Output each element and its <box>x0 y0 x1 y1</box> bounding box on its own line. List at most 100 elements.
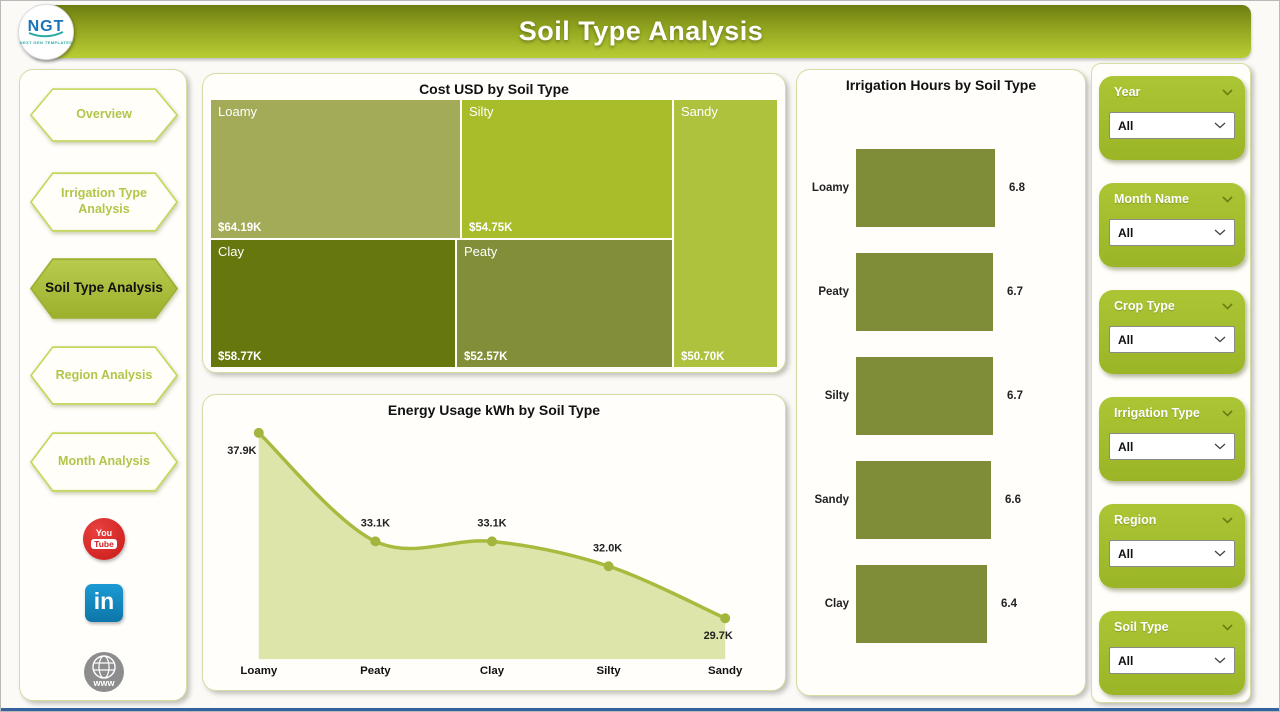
tile-value: $58.77K <box>218 351 262 363</box>
dropdown-value: All <box>1118 439 1134 454</box>
data-point-marker <box>370 536 381 547</box>
filter-label: Crop Type <box>1114 299 1175 313</box>
x-axis-label: Loamy <box>240 665 278 677</box>
tile-label: Silty <box>469 104 494 119</box>
chart-title: Irrigation Hours by Soil Type <box>845 77 1037 93</box>
social-row: in <box>20 584 188 622</box>
dropdown-value: All <box>1118 332 1134 347</box>
hours-category-label: Sandy <box>814 494 849 506</box>
data-point-label: 33.1K <box>477 517 506 529</box>
filter-label: Month Name <box>1114 192 1189 206</box>
social-row: You Tube <box>20 518 188 560</box>
filter-dropdown-month-name[interactable]: All <box>1109 219 1235 246</box>
logo-tagline: NEXT GEN TEMPLATES <box>19 40 73 45</box>
chevron-down-icon <box>1214 550 1226 557</box>
treemap-tile-sandy[interactable]: Sandy $50.70K <box>674 100 777 367</box>
filter-dropdown-soil-type[interactable]: All <box>1109 647 1235 674</box>
tile-label: Clay <box>218 244 245 259</box>
hours-value-label: 6.7 <box>1007 286 1023 298</box>
hours-category-label: Silty <box>824 390 849 402</box>
x-axis-label: Clay <box>480 665 505 677</box>
hours-bar[interactable] <box>856 357 993 435</box>
filter-card-year: Year All <box>1099 76 1245 160</box>
treemap-card: Cost USD by Soil Type Loamy $64.19K Silt… <box>202 73 786 373</box>
dropdown-value: All <box>1118 118 1134 133</box>
filter-label: Year <box>1114 85 1141 99</box>
collapse-chevron-icon[interactable] <box>1222 302 1233 310</box>
svg-text:www: www <box>92 678 115 688</box>
sidebar-item-soil-type-analysis[interactable]: Soil Type Analysis <box>30 258 178 319</box>
filter-card-crop-type: Crop Type All <box>1099 290 1245 374</box>
data-point-marker <box>720 613 731 624</box>
data-point-label: 33.1K <box>361 517 390 529</box>
x-axis-label: Peaty <box>360 665 391 677</box>
tile-value: $50.70K <box>681 351 725 363</box>
filter-dropdown-year[interactable]: All <box>1109 112 1235 139</box>
chevron-down-icon <box>1214 122 1226 129</box>
filter-label: Irrigation Type <box>1114 406 1200 420</box>
chevron-down-icon <box>1214 443 1226 450</box>
x-axis-label: Sandy <box>708 665 743 677</box>
treemap-tile-loamy[interactable]: Loamy $64.19K <box>211 100 460 238</box>
sidebar-item-month-analysis[interactable]: Month Analysis <box>30 432 178 492</box>
hours-row: Peaty 6.7 <box>805 253 1077 331</box>
data-point-label: 37.9K <box>227 445 256 457</box>
energy-chart-card: Energy Usage kWh by Soil Type 37.9K 33.1… <box>202 394 786 691</box>
hexagon-shape <box>30 88 178 142</box>
sidebar-item-region-analysis[interactable]: Region Analysis <box>30 346 178 405</box>
energy-area-chart: 37.9K 33.1K 33.1K 32.0K 29.7K Loamy Peat… <box>227 427 743 677</box>
filter-dropdown-region[interactable]: All <box>1109 540 1235 567</box>
hexagon-shape <box>30 258 178 319</box>
data-point-marker <box>253 427 264 438</box>
hexagon-shape <box>30 346 178 405</box>
hours-bar[interactable] <box>856 253 993 331</box>
hours-bar[interactable] <box>856 149 995 227</box>
hours-bar[interactable] <box>856 565 987 643</box>
collapse-chevron-icon[interactable] <box>1222 195 1233 203</box>
page-title: Soil Type Analysis <box>518 16 764 46</box>
treemap: Loamy $64.19K Silty $54.75K Sandy $50.70… <box>211 100 777 367</box>
tile-value: $64.19K <box>218 222 262 234</box>
treemap-tile-peaty[interactable]: Peaty $52.57K <box>457 240 672 367</box>
ngt-logo: NGT NEXT GEN TEMPLATES <box>18 4 74 60</box>
hours-value-label: 6.8 <box>1009 182 1025 194</box>
hours-category-label: Peaty <box>818 286 849 298</box>
hours-row: Sandy 6.6 <box>805 461 1077 539</box>
treemap-tile-clay[interactable]: Clay $58.77K <box>211 240 455 367</box>
treemap-tile-silty[interactable]: Silty $54.75K <box>462 100 672 238</box>
bottom-accent-bar <box>1 708 1279 711</box>
filter-label: Soil Type <box>1114 620 1169 634</box>
hexagon-shape <box>30 432 178 492</box>
sidebar-item-label: Soil Type Analysis <box>45 280 163 296</box>
collapse-chevron-icon[interactable] <box>1222 409 1233 417</box>
data-point-marker <box>603 561 614 572</box>
tile-value: $52.57K <box>464 351 508 363</box>
chart-title: Energy Usage kWh by Soil Type <box>387 402 601 418</box>
filter-dropdown-irrigation-type[interactable]: All <box>1109 433 1235 460</box>
linkedin-icon[interactable]: in <box>85 584 123 622</box>
collapse-chevron-icon[interactable] <box>1222 88 1233 96</box>
collapse-chevron-icon[interactable] <box>1222 623 1233 631</box>
tile-value: $54.75K <box>469 222 513 234</box>
youtube-icon[interactable]: You Tube <box>83 518 125 560</box>
hours-row: Silty 6.7 <box>805 357 1077 435</box>
website-icon[interactable]: www <box>83 651 125 693</box>
hours-row: Clay 6.4 <box>805 565 1077 643</box>
filter-dropdown-crop-type[interactable]: All <box>1109 326 1235 353</box>
logo-text: NGT <box>27 18 65 35</box>
filter-card-month-name: Month Name All <box>1099 183 1245 267</box>
collapse-chevron-icon[interactable] <box>1222 516 1233 524</box>
hours-value-label: 6.7 <box>1007 390 1023 402</box>
data-point-label: 29.7K <box>704 630 733 642</box>
sidebar-item-label: Overview <box>76 107 132 122</box>
x-axis-label: Silty <box>596 665 621 677</box>
hours-category-label: Clay <box>824 598 849 610</box>
filter-panel: Year All Month Name All Crop Type All Ir… <box>1091 63 1251 703</box>
sidebar-item-overview[interactable]: Overview <box>30 88 178 142</box>
chevron-down-icon <box>1214 336 1226 343</box>
dropdown-value: All <box>1118 546 1134 561</box>
filter-card-irrigation-type: Irrigation Type All <box>1099 397 1245 481</box>
sidebar-item-irrigation-type-analysis[interactable]: Irrigation Type Analysis <box>30 172 178 232</box>
hours-bar[interactable] <box>856 461 991 539</box>
hours-category-label: Loamy <box>811 182 849 194</box>
